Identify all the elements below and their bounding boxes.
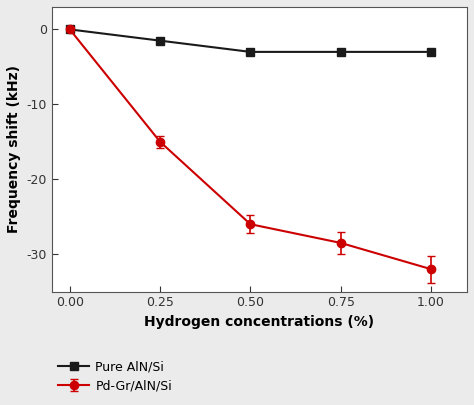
- Y-axis label: Frequency shift (kHz): Frequency shift (kHz): [7, 65, 21, 233]
- X-axis label: Hydrogen concentrations (%): Hydrogen concentrations (%): [145, 315, 374, 329]
- Legend: Pure AlN/Si, Pd-Gr/AlN/Si: Pure AlN/Si, Pd-Gr/AlN/Si: [58, 360, 172, 393]
